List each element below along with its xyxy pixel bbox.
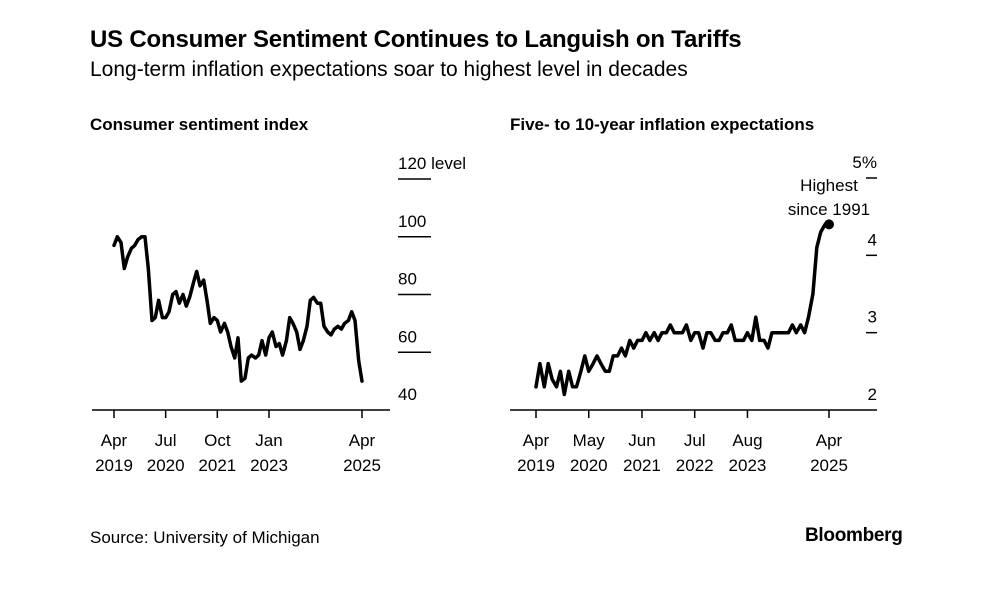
- y-tick-label: 3: [868, 308, 877, 327]
- annotation-label: Highest: [800, 176, 858, 195]
- series-line: [534, 222, 831, 397]
- x-tick-label: Apr: [349, 431, 376, 450]
- x-tick-label: Apr: [101, 431, 128, 450]
- x-tick-label: 2020: [147, 456, 185, 475]
- x-tick-label: 2021: [623, 456, 661, 475]
- x-tick-label: 2023: [250, 456, 288, 475]
- y-tick-label: 5%: [852, 153, 877, 172]
- annotation-label: since 1991: [788, 200, 870, 219]
- y-tick-label: 2: [868, 385, 877, 404]
- x-tick-label: Jan: [255, 431, 282, 450]
- x-tick-label: Jul: [684, 431, 706, 450]
- x-tick-label: Oct: [204, 431, 231, 450]
- x-tick-label: 2021: [198, 456, 236, 475]
- x-tick-label: Apr: [816, 431, 843, 450]
- y-tick-label: 120 level: [398, 154, 466, 173]
- source-note: Source: University of Michigan: [90, 528, 320, 547]
- y-tick-label: 60: [398, 327, 417, 346]
- y-tick-label: 80: [398, 270, 417, 289]
- x-tick-label: 2025: [343, 456, 381, 475]
- sentiment-chart-title: Consumer sentiment index: [90, 115, 309, 134]
- x-tick-label: 2019: [95, 456, 133, 475]
- chart-subtitle: Long-term inflation expectations soar to…: [90, 58, 688, 81]
- x-tick-label: Apr: [523, 431, 550, 450]
- x-tick-label: May: [573, 431, 606, 450]
- x-tick-label: 2020: [570, 456, 608, 475]
- x-tick-label: Jun: [628, 431, 655, 450]
- x-tick-label: Aug: [732, 431, 762, 450]
- series-line: [112, 235, 364, 383]
- bloomberg-logo: Bloomberg: [805, 525, 903, 546]
- x-tick-label: 2022: [676, 456, 714, 475]
- y-tick-label: 40: [398, 385, 417, 404]
- x-tick-label: 2019: [517, 456, 555, 475]
- x-tick-label: Jul: [155, 431, 177, 450]
- y-tick-label: 4: [868, 230, 877, 249]
- y-tick-label: 100: [398, 212, 426, 231]
- inflation-chart-title: Five- to 10-year inflation expectations: [510, 115, 815, 134]
- chart-title: US Consumer Sentiment Continues to Langu…: [90, 26, 742, 53]
- annotation-marker: [824, 219, 834, 230]
- x-tick-label: 2025: [810, 456, 848, 475]
- x-tick-label: 2023: [729, 456, 767, 475]
